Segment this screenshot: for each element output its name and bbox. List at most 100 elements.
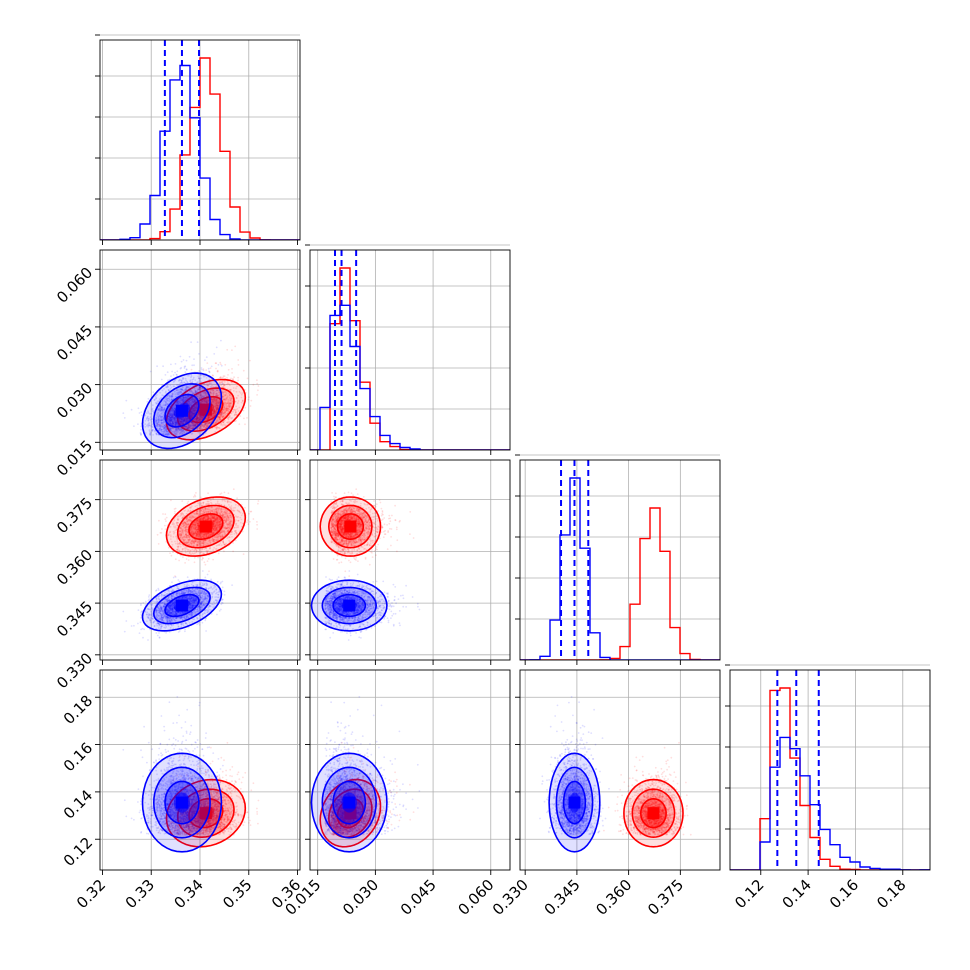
scatter-point: [164, 524, 166, 527]
scatter-point: [212, 412, 215, 415]
scatter-point: [219, 417, 221, 419]
scatter-point: [194, 379, 197, 382]
scatter-point: [223, 407, 226, 410]
scatter-point: [181, 392, 183, 394]
scatter-point: [227, 400, 230, 403]
scatter-point: [242, 400, 244, 402]
scatter-point: [174, 423, 177, 426]
scatter-point: [206, 424, 209, 426]
scatter-point: [193, 412, 196, 415]
scatter-point: [189, 398, 192, 401]
scatter-point: [204, 359, 206, 362]
scatter-point: [191, 398, 194, 401]
scatter-point: [217, 402, 220, 405]
scatter-point: [190, 414, 193, 417]
scatter-point: [160, 421, 163, 424]
scatter-point: [200, 400, 203, 403]
scatter-point: [165, 520, 167, 522]
scatter-point: [179, 427, 182, 430]
scatter-point: [200, 400, 203, 403]
scatter-point: [171, 393, 174, 396]
scatter-point: [174, 417, 177, 420]
scatter-point: [235, 396, 238, 399]
scatter-point: [161, 415, 163, 418]
scatter-point: [186, 386, 189, 389]
scatter-point: [162, 423, 164, 426]
scatter-point: [208, 417, 210, 420]
scatter-point: [199, 416, 202, 418]
scatter-point: [244, 423, 246, 426]
scatter-point: [207, 416, 210, 419]
scatter-point: [205, 399, 207, 402]
scatter-point: [233, 376, 236, 379]
scatter-point: [191, 400, 194, 403]
scatter-point: [146, 401, 149, 403]
scatter-point: [220, 413, 223, 416]
scatter-point: [216, 394, 219, 397]
scatter-point: [220, 423, 223, 425]
scatter-point: [188, 355, 191, 358]
scatter-point: [234, 409, 237, 412]
scatter-point: [149, 370, 152, 373]
scatter-point: [213, 411, 216, 414]
scatter-point: [147, 397, 150, 400]
scatter-point: [227, 492, 230, 495]
scatter-point: [225, 407, 228, 410]
scatter-point: [192, 409, 195, 412]
scatter-point: [195, 419, 198, 422]
scatter-point: [188, 426, 191, 429]
scatter-point: [174, 423, 177, 426]
scatter-point: [206, 424, 208, 427]
scatter-point: [192, 407, 195, 409]
scatter-point: [223, 406, 226, 409]
scatter-point: [227, 418, 230, 421]
scatter-point: [164, 528, 167, 530]
scatter-point: [180, 430, 183, 433]
scatter-point: [207, 422, 210, 425]
scatter-point: [201, 400, 204, 403]
scatter-point: [182, 421, 185, 423]
scatter-point: [200, 395, 203, 398]
scatter-point: [219, 415, 222, 418]
scatter-point: [191, 412, 194, 415]
scatter-point: [226, 396, 229, 399]
scatter-point: [193, 561, 196, 564]
scatter-point: [220, 412, 223, 415]
scatter-point: [229, 402, 232, 404]
scatter-point: [184, 427, 187, 429]
scatter-point: [201, 416, 204, 419]
scatter-point: [238, 423, 241, 425]
scatter-point: [224, 413, 227, 416]
scatter-point: [140, 411, 143, 413]
scatter-point: [204, 422, 207, 425]
scatter-point: [222, 398, 224, 400]
scatter-point: [221, 386, 224, 389]
scatter-point: [232, 387, 235, 389]
scatter-point: [185, 388, 187, 391]
scatter-point: [187, 427, 190, 429]
scatter-point: [256, 379, 258, 382]
scatter-point: [138, 412, 141, 414]
scatter-point: [204, 393, 207, 396]
scatter-point: [185, 368, 188, 370]
scatter-point: [228, 416, 230, 418]
scatter-point: [163, 408, 165, 411]
scatter-point: [213, 409, 216, 412]
scatter-point: [213, 409, 216, 411]
scatter-point: [190, 412, 193, 415]
scatter-point: [237, 359, 240, 361]
scatter-point: [226, 417, 229, 419]
scatter-point: [227, 408, 229, 410]
scatter-point: [229, 384, 231, 386]
scatter-point: [176, 374, 178, 376]
scatter-point: [175, 423, 178, 426]
scatter-point: [199, 416, 202, 419]
scatter-point: [182, 422, 184, 424]
scatter-point: [241, 400, 244, 402]
scatter-point: [160, 419, 163, 422]
scatter-point: [218, 391, 221, 394]
scatter-point: [205, 422, 207, 425]
scatter-point: [178, 389, 180, 391]
scatter-point: [220, 412, 223, 414]
scatter-point: [152, 391, 155, 394]
